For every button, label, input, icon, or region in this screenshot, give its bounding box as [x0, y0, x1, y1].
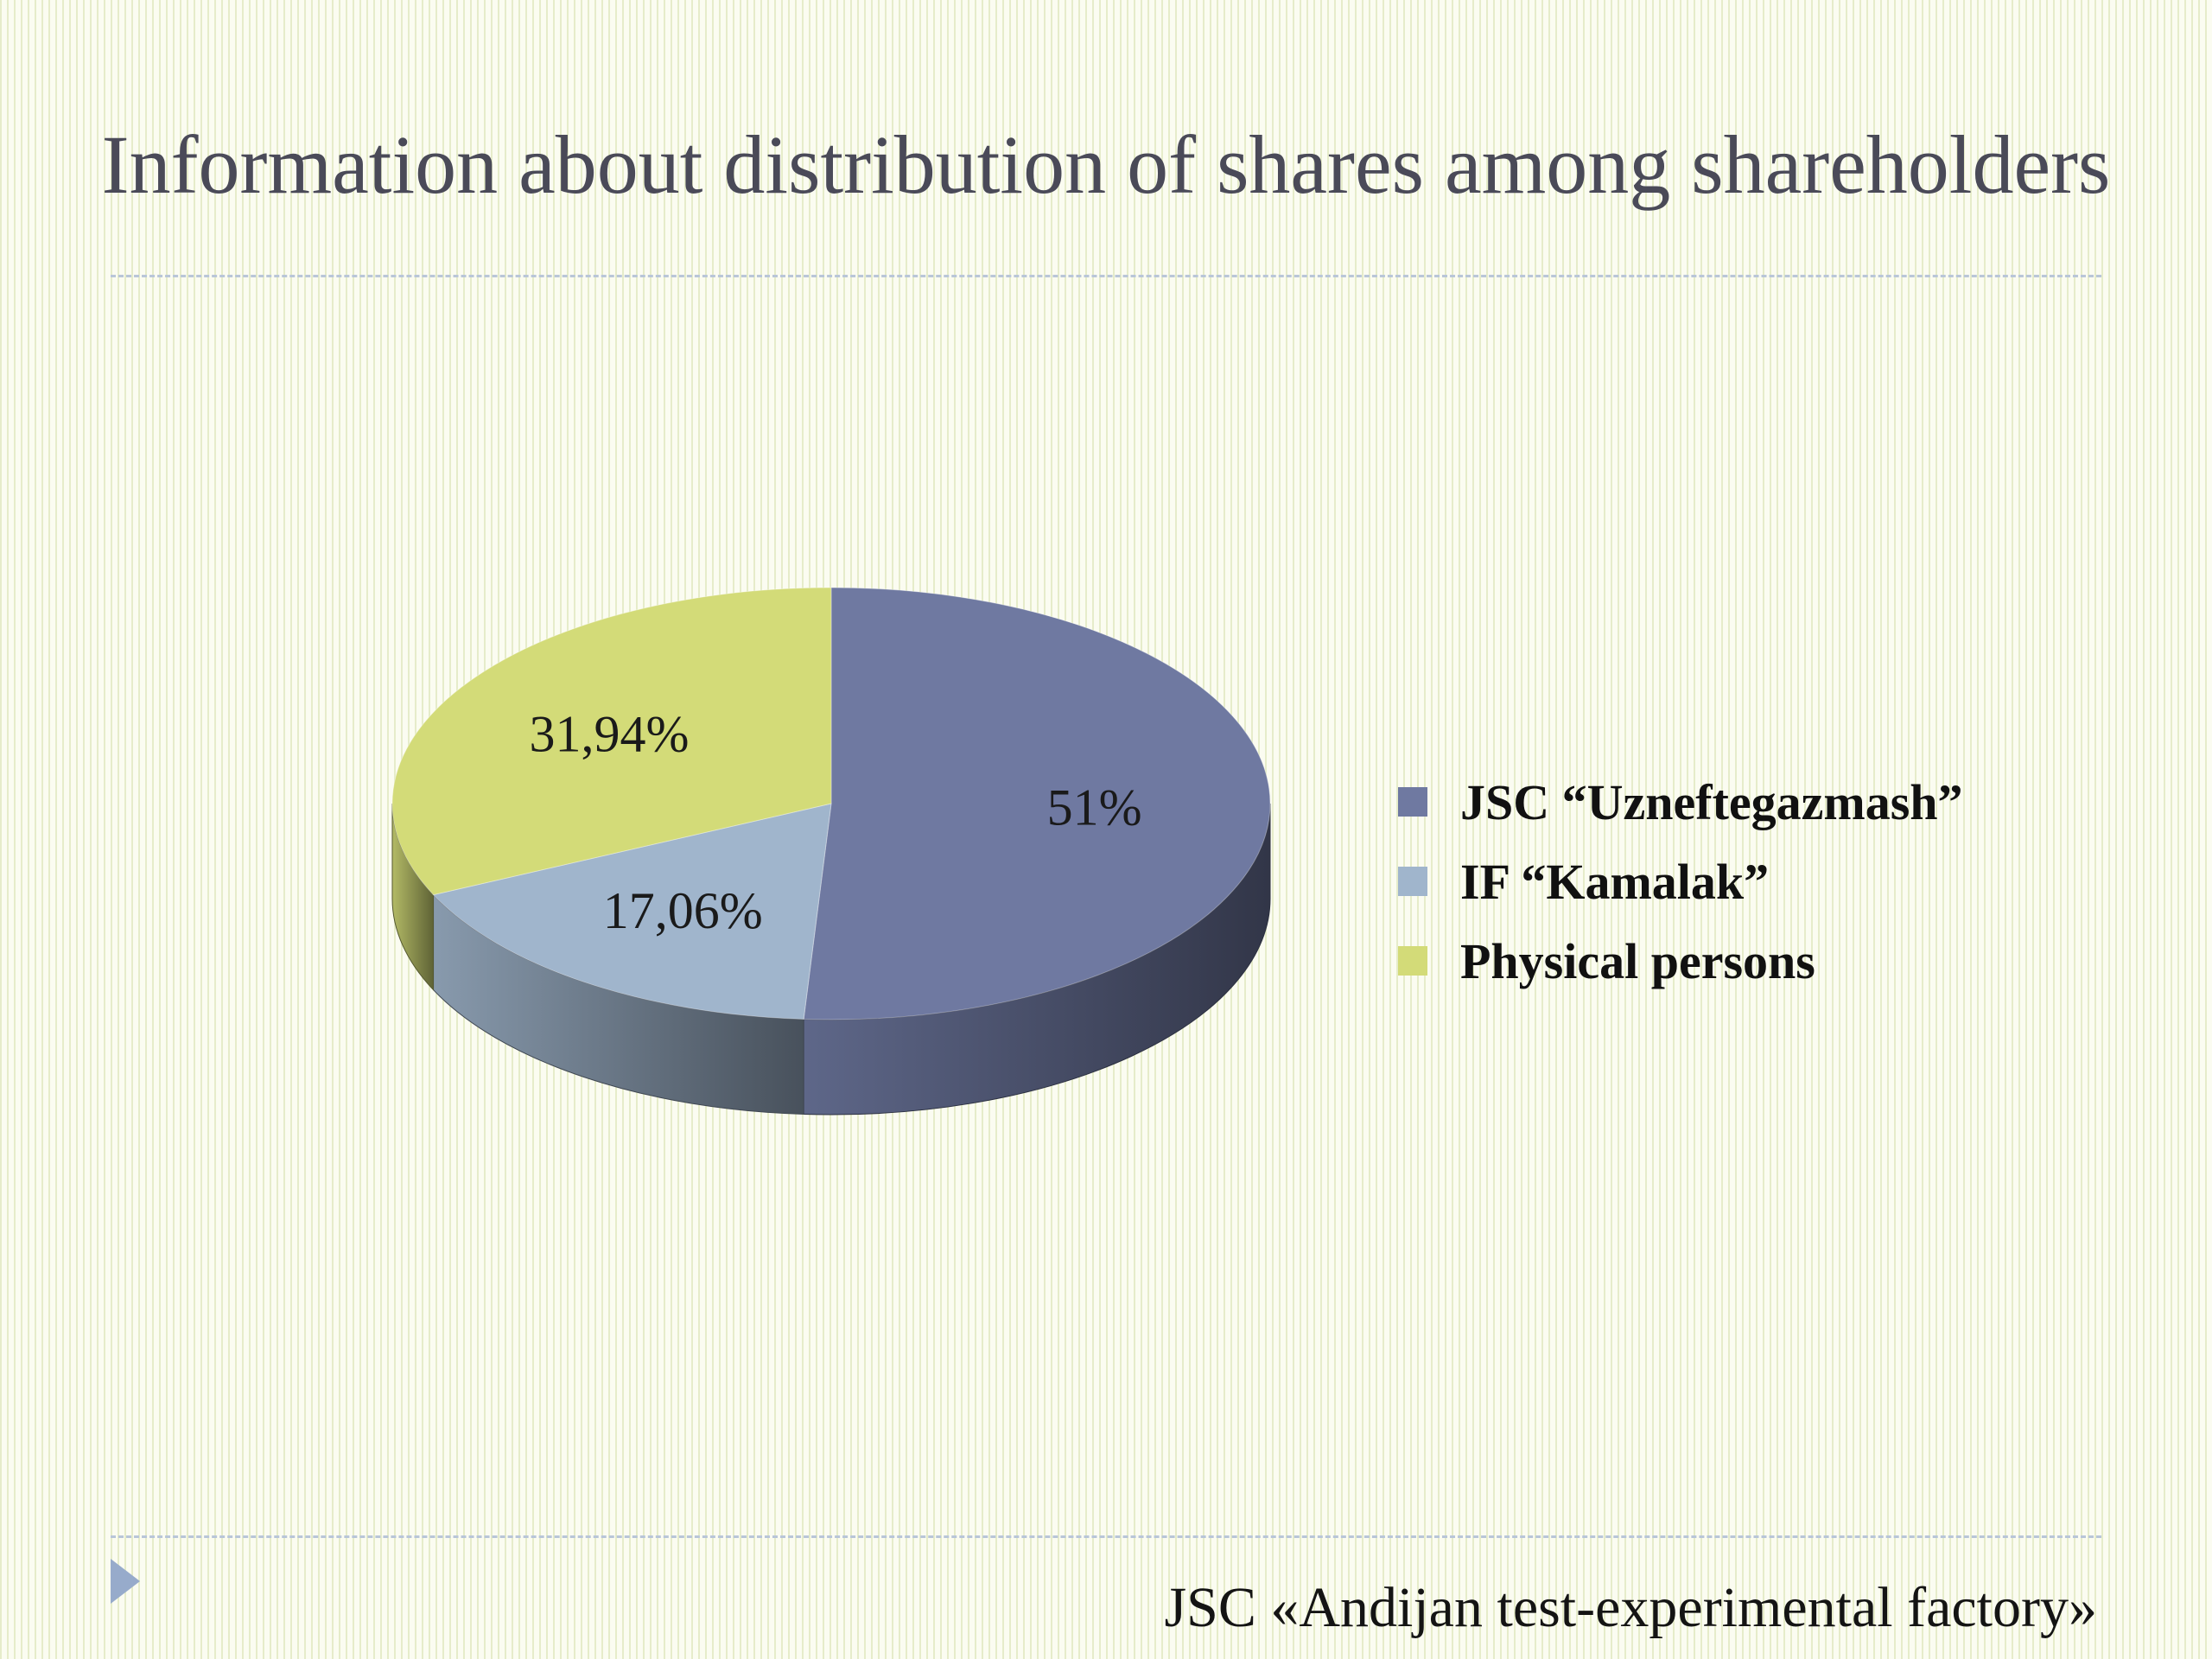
slide-title: Information about distribution of shares… [101, 118, 2111, 211]
legend-item-physical-persons: Physical persons [1398, 921, 1963, 1001]
pie-data-label: 17,06% [603, 882, 763, 939]
legend-label: JSC “Uzneftegazmash” [1460, 773, 1963, 830]
pie-slice [803, 587, 1271, 1020]
legend-item-uzneftegazmash: JSC “Uzneftegazmash” [1398, 762, 1963, 842]
legend-item-kamalak: IF “Kamalak” [1398, 842, 1963, 921]
footer-divider [111, 1535, 2101, 1538]
legend-label: IF “Kamalak” [1460, 853, 1770, 910]
pie-data-label: 31,94% [529, 705, 689, 762]
legend-label: Physical persons [1460, 932, 1815, 989]
pie-slice [432, 803, 832, 1020]
chart-legend: JSC “Uzneftegazmash” IF “Kamalak” Physic… [1398, 762, 1963, 1001]
legend-swatch [1398, 946, 1427, 976]
legend-swatch [1398, 867, 1427, 896]
triangle-right-icon[interactable] [111, 1559, 140, 1604]
pie-data-label: 51% [1047, 779, 1142, 836]
pie-slice [391, 587, 832, 896]
legend-swatch [1398, 787, 1427, 817]
title-divider [111, 275, 2101, 277]
slide-footer: JSC «Andijan test-experimental factory» [1164, 1576, 2097, 1639]
